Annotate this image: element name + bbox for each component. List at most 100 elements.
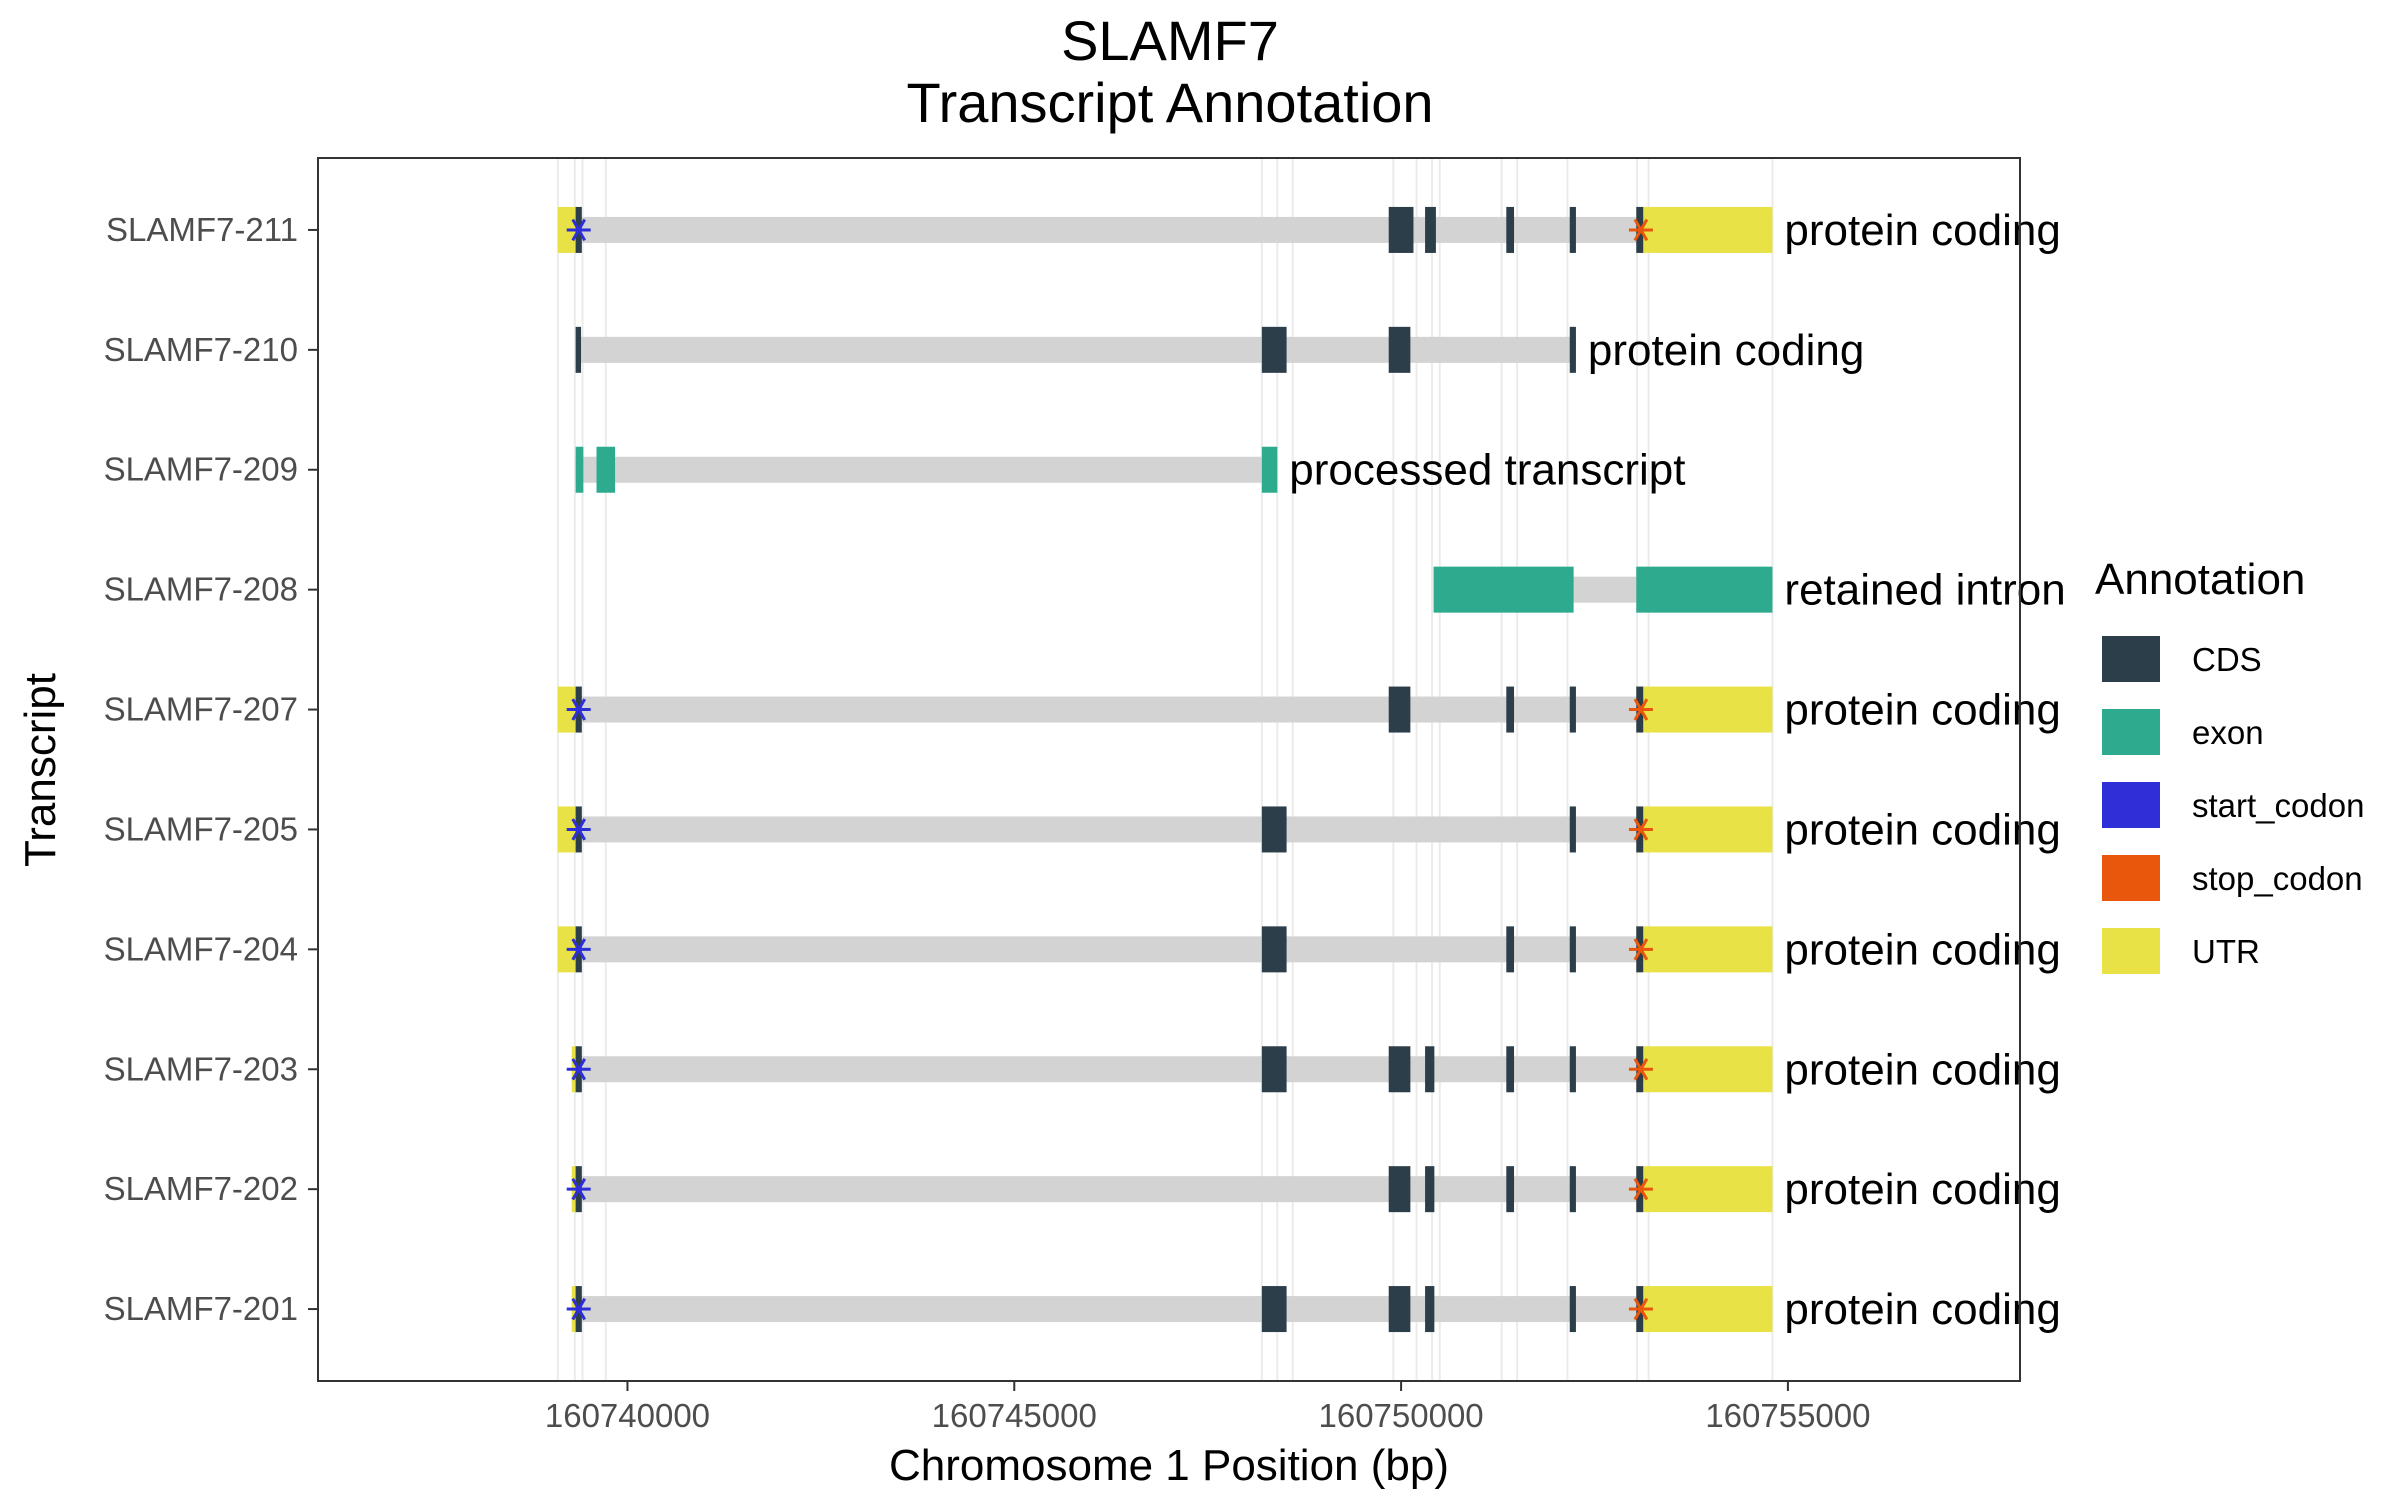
plot-panel-border [317, 157, 2021, 1382]
cds-block [1569, 926, 1576, 973]
x-axis: 160740000 160745000 160750000 160755000 [545, 1381, 1871, 1434]
cds-block [1569, 1046, 1576, 1093]
transcript-tracks: protein coding protein coding processed tr… [557, 206, 2066, 1334]
stop-codon-marker [1628, 818, 1653, 841]
x-tick-label: 160755000 [1705, 1397, 1870, 1434]
stop-codon-stroke [1633, 698, 1649, 721]
cds-block [1506, 926, 1515, 973]
legend-key-start-codon [2102, 782, 2160, 828]
cds-block [1261, 1286, 1287, 1333]
cds-block [1388, 206, 1414, 253]
stop-codon-stroke [1633, 218, 1649, 242]
transcript-track: protein coding [557, 925, 2061, 974]
cds-block [1425, 1286, 1435, 1333]
utr-block [1643, 1166, 1773, 1213]
cds-block [575, 326, 582, 373]
transcript-track: protein coding [557, 206, 2061, 255]
cds-block [1569, 686, 1576, 733]
start-codon-stroke [571, 1297, 587, 1321]
intron-line [557, 936, 1773, 963]
transcript-track: processed transcript [575, 446, 1685, 495]
legend-label: CDS [2192, 641, 2262, 678]
cds-block [1261, 326, 1287, 373]
cds-block [1569, 206, 1576, 253]
legend-key-UTR [2102, 928, 2160, 974]
start-codon-stroke [571, 938, 587, 961]
cds-block [1569, 806, 1576, 853]
utr-block [1643, 806, 1773, 853]
cds-block [1261, 806, 1287, 853]
legend-title: Annotation [2095, 555, 2305, 604]
y-tick-label: SLAMF7-208 [104, 571, 298, 608]
y-tick-label: SLAMF7-209 [104, 451, 298, 488]
legend-label: stop_codon [2192, 860, 2363, 897]
intron-line [571, 1056, 1773, 1083]
intron-line [575, 456, 1278, 483]
cds-block [1506, 206, 1515, 253]
start-codon-stroke [571, 1178, 587, 1201]
cds-block [1388, 686, 1411, 733]
cds-block [1569, 1286, 1576, 1333]
stop-codon-marker [1628, 1297, 1653, 1321]
x-axis-title: Chromosome 1 Position (bp) [889, 1441, 1449, 1490]
intron-line [575, 336, 1576, 363]
biotype-label: protein coding [1784, 1045, 2060, 1094]
y-tick-label: SLAMF7-210 [104, 331, 298, 368]
utr-block [1643, 1286, 1773, 1333]
exon-block [1261, 446, 1278, 493]
x-tick-label: 160740000 [545, 1397, 710, 1434]
utr-block [1643, 1046, 1773, 1093]
biotype-label: protein coding [1784, 206, 2060, 255]
cds-block [1425, 1046, 1435, 1093]
legend-label: start_codon [2192, 787, 2364, 824]
stop-codon-marker [1628, 698, 1653, 721]
intron-line [557, 696, 1773, 723]
exon-block [1636, 566, 1773, 613]
biotype-label: protein coding [1784, 1285, 2060, 1334]
transcript-track: protein coding [566, 1165, 2061, 1214]
transcript-track: protein coding [566, 1285, 2061, 1334]
cds-block [1506, 1166, 1515, 1213]
start-codon-marker [566, 1297, 591, 1321]
y-tick-label: SLAMF7-202 [104, 1170, 298, 1207]
y-axis-title: Transcript [16, 673, 65, 867]
start-codon-marker [566, 218, 591, 242]
cds-block [1261, 926, 1287, 973]
x-tick-label: 160750000 [1318, 1397, 1483, 1434]
stop-codon-marker [1628, 1178, 1653, 1201]
exon-block [1433, 566, 1574, 613]
start-codon-stroke [571, 698, 587, 721]
legend-key-exon [2102, 709, 2160, 755]
start-codon-marker [566, 698, 591, 721]
cds-block [1506, 1046, 1515, 1093]
cds-block [1388, 1166, 1411, 1213]
start-codon-marker [566, 818, 591, 841]
biotype-label: protein coding [1784, 925, 2060, 974]
biotype-label: protein coding [1588, 326, 1864, 375]
intron-line [557, 816, 1773, 843]
biotype-label: protein coding [1784, 686, 2060, 735]
cds-block [1425, 206, 1436, 253]
start-codon-stroke [571, 818, 587, 841]
biotype-label: protein coding [1784, 805, 2060, 854]
transcript-track: protein coding [557, 686, 2061, 735]
cds-block [1388, 1286, 1411, 1333]
stop-codon-marker [1628, 218, 1653, 242]
legend-key-CDS [2102, 636, 2160, 682]
cds-block [1261, 1046, 1287, 1093]
transcript-track: retained intron [1433, 566, 2066, 615]
y-tick-label: SLAMF7-205 [104, 810, 298, 847]
start-codon-marker [566, 1178, 591, 1201]
y-tick-label: SLAMF7-207 [104, 691, 298, 728]
legend: Annotation CDS exon start_codon stop_codon U… [2095, 555, 2364, 974]
cds-block [1569, 1166, 1576, 1213]
start-codon-marker [566, 938, 591, 961]
y-tick-label: SLAMF7-211 [106, 211, 298, 248]
legend-key-stop-codon [2102, 855, 2160, 901]
y-tick-label: SLAMF7-204 [104, 930, 298, 967]
x-tick-label: 160745000 [932, 1397, 1097, 1434]
start-codon-stroke [571, 1058, 587, 1081]
intron-line [571, 1176, 1773, 1203]
cds-block [1569, 326, 1576, 373]
